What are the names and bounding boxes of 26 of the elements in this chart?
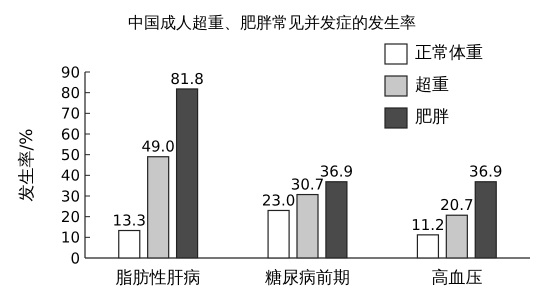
text: 23.0 [262, 191, 296, 210]
text: 11.2 [411, 216, 445, 234]
text: 13.3 [112, 212, 146, 230]
text: 30.7 [290, 176, 324, 194]
x-tick-label: 高血压 [431, 268, 482, 288]
y-tick-label: 20 [60, 208, 80, 226]
y-tick-label: 30 [60, 187, 80, 206]
legend-label: 超重 [415, 75, 449, 95]
legend-label: 肥胖 [415, 107, 449, 127]
y-tick-label: 70 [60, 104, 80, 123]
y-tick-label: 10 [60, 228, 80, 247]
text: 49.0 [141, 138, 175, 156]
y-tick-label: 60 [60, 125, 80, 144]
y-tick-label: 80 [60, 84, 80, 102]
text: 36.9 [469, 162, 502, 181]
y-axis-title: 发生率/% [17, 128, 37, 202]
text: 20.7 [440, 196, 474, 214]
y-tick-label: 90 [60, 63, 80, 82]
chart-title: 中国成人超重、肥胖常见并发症的发生率 [128, 13, 416, 32]
legend-label: 正常体重 [415, 43, 483, 63]
x-tick-label: 糖尿病前期 [265, 268, 350, 288]
y-tick-label: 40 [60, 166, 80, 185]
text: 81.8 [170, 70, 204, 88]
y-tick-label: 0 [70, 249, 80, 268]
y-tick-label: 50 [60, 146, 80, 164]
x-tick-label: 脂肪性肝病 [116, 268, 201, 288]
